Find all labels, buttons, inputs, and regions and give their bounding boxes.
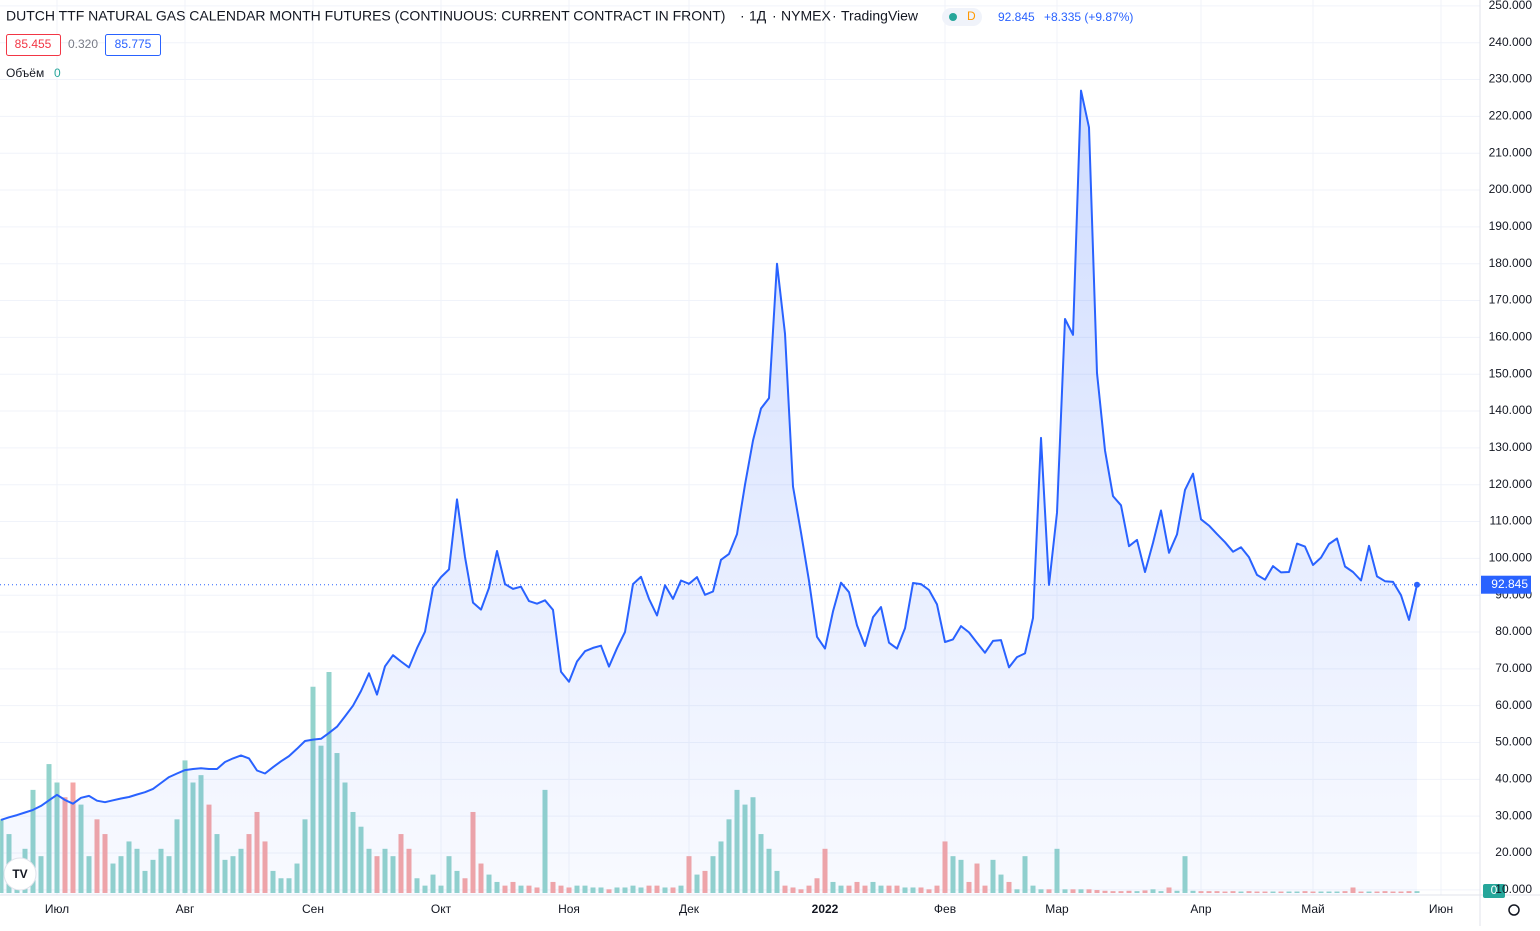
y-tick-label: 200.000 <box>1489 182 1533 196</box>
status-dot <box>949 13 957 21</box>
last-price-axis-label: 92.845 <box>1491 577 1528 591</box>
y-tick-label: 80.000 <box>1495 624 1532 638</box>
separator: · <box>832 8 837 24</box>
y-tick-label: 170.000 <box>1489 293 1533 307</box>
y-tick-label: 10.000 <box>1495 882 1532 896</box>
volume-axis-value: 0 <box>1491 883 1498 897</box>
y-tick-label: 40.000 <box>1495 772 1532 786</box>
ask-box[interactable] <box>105 34 161 56</box>
badge: D <box>967 9 976 23</box>
separator: · <box>740 8 745 24</box>
source: TradingView <box>841 8 919 24</box>
volume-axis-box <box>1483 884 1505 898</box>
x-tick-label: Мар <box>1045 902 1069 916</box>
x-tick-label: Окт <box>431 902 452 916</box>
y-tick-label: 180.000 <box>1489 256 1533 270</box>
y-tick-label: 190.000 <box>1489 219 1533 233</box>
last-price-box <box>1481 575 1531 594</box>
x-tick-label: 2022 <box>812 902 839 916</box>
y-tick-label: 140.000 <box>1489 403 1533 417</box>
y-tick-label: 20.000 <box>1495 845 1532 859</box>
y-tick-label: 210.000 <box>1489 145 1533 159</box>
price-area <box>1 90 1417 896</box>
y-tick-label: 120.000 <box>1489 477 1533 491</box>
separator: · <box>772 8 777 24</box>
x-tick-label: Июл <box>45 902 69 916</box>
last-point <box>1414 581 1420 588</box>
volume-label: Объём <box>6 66 44 80</box>
y-tick-label: 240.000 <box>1489 35 1533 49</box>
ask: 85.775 <box>115 37 152 51</box>
x-tick-label: Сен <box>302 902 324 916</box>
y-tick-label: 60.000 <box>1495 698 1532 712</box>
settings-icon[interactable] <box>1508 904 1520 916</box>
x-tick-label: Июн <box>1429 902 1453 916</box>
y-tick-label: 110.000 <box>1490 514 1533 528</box>
y-tick-label: 130.000 <box>1489 440 1533 454</box>
y-tick-label: 50.000 <box>1495 735 1532 749</box>
interval: 1Д <box>749 8 767 24</box>
x-tick-label: Авг <box>176 902 195 916</box>
y-tick-label: 70.000 <box>1495 661 1532 675</box>
change: +8.335 (+9.87%) <box>1044 10 1133 24</box>
logo-mark: TV <box>12 867 27 881</box>
y-tick-label: 220.000 <box>1489 109 1533 123</box>
exchange: NYMEX <box>781 8 831 24</box>
status-pill[interactable] <box>942 8 982 26</box>
y-tick-label: 160.000 <box>1489 330 1533 344</box>
bid-box[interactable] <box>6 34 61 56</box>
x-tick-label: Дек <box>679 902 700 916</box>
y-tick-label: 150.000 <box>1489 366 1533 380</box>
price-line <box>0 89 1418 821</box>
y-tick-label: 250.000 <box>1489 0 1533 12</box>
x-tick-label: Фев <box>934 902 956 916</box>
bid: 85.455 <box>15 37 52 51</box>
spread: 0.320 <box>68 37 98 51</box>
volume-value: 0 <box>54 66 61 80</box>
last-price: 92.845 <box>998 10 1035 24</box>
x-tick-label: Май <box>1301 902 1325 916</box>
x-tick-label: Апр <box>1190 902 1212 916</box>
y-tick-label: 230.000 <box>1489 72 1533 86</box>
logo[interactable] <box>3 857 37 891</box>
y-tick-label: 100.000 <box>1489 551 1533 565</box>
x-tick-label: Ноя <box>558 902 580 916</box>
y-tick-label: 30.000 <box>1495 808 1532 822</box>
title: DUTCH TTF NATURAL GAS CALENDAR MONTH FUT… <box>6 8 725 24</box>
